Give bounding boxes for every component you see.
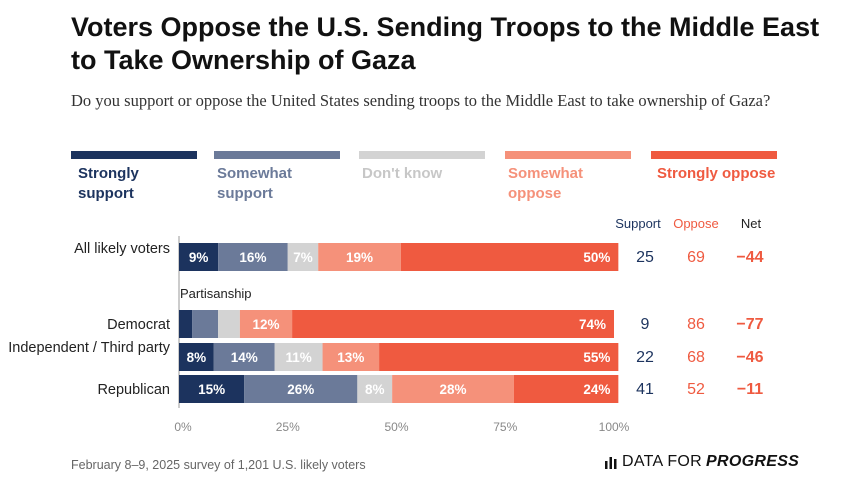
chart-title: Voters Oppose the U.S. Sending Troops to… <box>71 12 820 75</box>
oppose-value: 68 <box>687 349 705 366</box>
bar-segment <box>274 343 323 371</box>
legend-swatch <box>505 151 631 159</box>
x-tick-label: 25% <box>276 420 300 434</box>
x-tick-label: 0% <box>174 420 192 434</box>
bar-segment <box>379 343 619 371</box>
bar-segment <box>322 343 380 371</box>
row-label-republican: Republican <box>97 382 170 398</box>
net-value: −11 <box>736 381 764 398</box>
bar-segment <box>218 310 240 338</box>
footer-source: February 8–9, 2025 survey of 1,201 U.S. … <box>71 458 366 472</box>
bar-chart-icon <box>605 457 617 469</box>
legend-swatch <box>651 151 777 159</box>
bar-segment <box>400 243 619 271</box>
support-value: 25 <box>636 249 654 266</box>
bar-segment <box>392 375 514 403</box>
data-label: 8% <box>187 350 207 365</box>
bar-segment <box>179 343 214 371</box>
oppose-column-header: Oppose <box>673 216 719 231</box>
data-label: 74% <box>579 317 606 332</box>
data-label: 14% <box>231 350 258 365</box>
data-label: 12% <box>252 317 279 332</box>
data-label: 15% <box>198 382 225 397</box>
oppose-value: 86 <box>687 316 705 333</box>
legend-label: Somewhat support <box>217 165 293 202</box>
legend-swatch <box>214 151 340 159</box>
x-tick-label: 100% <box>599 420 630 434</box>
legend-item: Strongly oppose <box>651 151 777 201</box>
bar-segment <box>213 343 275 371</box>
support-value: 41 <box>636 381 654 398</box>
row-label-democrat: Democrat <box>107 317 170 333</box>
data-label: 13% <box>337 350 364 365</box>
data-label: 16% <box>239 250 266 265</box>
legend-label: Strongly oppose <box>657 165 776 182</box>
brand-logo: DATA FOR PROGRESS <box>604 453 799 471</box>
legend-item: Somewhat oppose <box>505 151 631 202</box>
net-column-header: Net <box>740 216 762 231</box>
data-label: 8% <box>365 382 385 397</box>
net-value: −77 <box>736 316 764 333</box>
data-label: 9% <box>189 250 209 265</box>
brand-text-bold: PROGRESS <box>706 453 800 470</box>
legend-item: Strongly support <box>71 151 197 202</box>
data-label: 19% <box>346 250 373 265</box>
bar-segment <box>239 310 293 338</box>
legend-item: Somewhat support <box>214 151 340 202</box>
row-label-independent: Independent / Third party <box>8 340 170 356</box>
data-label: 11% <box>285 350 311 365</box>
bar-segment <box>513 375 619 403</box>
x-tick-label: 50% <box>384 420 408 434</box>
oppose-value: 69 <box>687 249 705 266</box>
data-label: 28% <box>440 382 467 397</box>
data-label: 24% <box>583 382 610 397</box>
data-label: 50% <box>583 250 610 265</box>
bar-segment <box>318 243 401 271</box>
row-label-all-voters: All likely voters <box>74 241 170 257</box>
legend-label: Somewhat oppose <box>508 165 584 202</box>
data-label: 55% <box>583 350 610 365</box>
legend-swatch <box>71 151 197 159</box>
support-column-header: Support <box>615 216 661 231</box>
net-value: −46 <box>736 349 764 366</box>
bar-segment <box>179 243 219 271</box>
data-label: 7% <box>293 250 313 265</box>
support-value: 9 <box>640 316 650 333</box>
net-value: −44 <box>736 249 764 266</box>
legend-swatch <box>359 151 485 159</box>
oppose-value: 52 <box>687 381 705 398</box>
chart-subtitle: Do you support or oppose the United Stat… <box>71 91 771 110</box>
brand-text: DATA FOR <box>622 453 703 470</box>
bar-segment <box>179 375 245 403</box>
legend-label: Don't know <box>362 165 443 182</box>
bar-segment <box>287 243 319 271</box>
x-tick-label: 75% <box>493 420 517 434</box>
data-label: 26% <box>287 382 314 397</box>
bar-segment <box>244 375 358 403</box>
support-value: 22 <box>636 349 654 366</box>
bar-segment <box>218 243 288 271</box>
section-label-partisanship: Partisanship <box>180 286 252 301</box>
bar-segment <box>292 310 614 338</box>
legend-item: Don't know <box>359 151 485 201</box>
bar-segment <box>179 310 193 338</box>
legend-label: Strongly support <box>78 165 139 202</box>
bar-segment <box>357 375 393 403</box>
bar-segment <box>192 310 219 338</box>
